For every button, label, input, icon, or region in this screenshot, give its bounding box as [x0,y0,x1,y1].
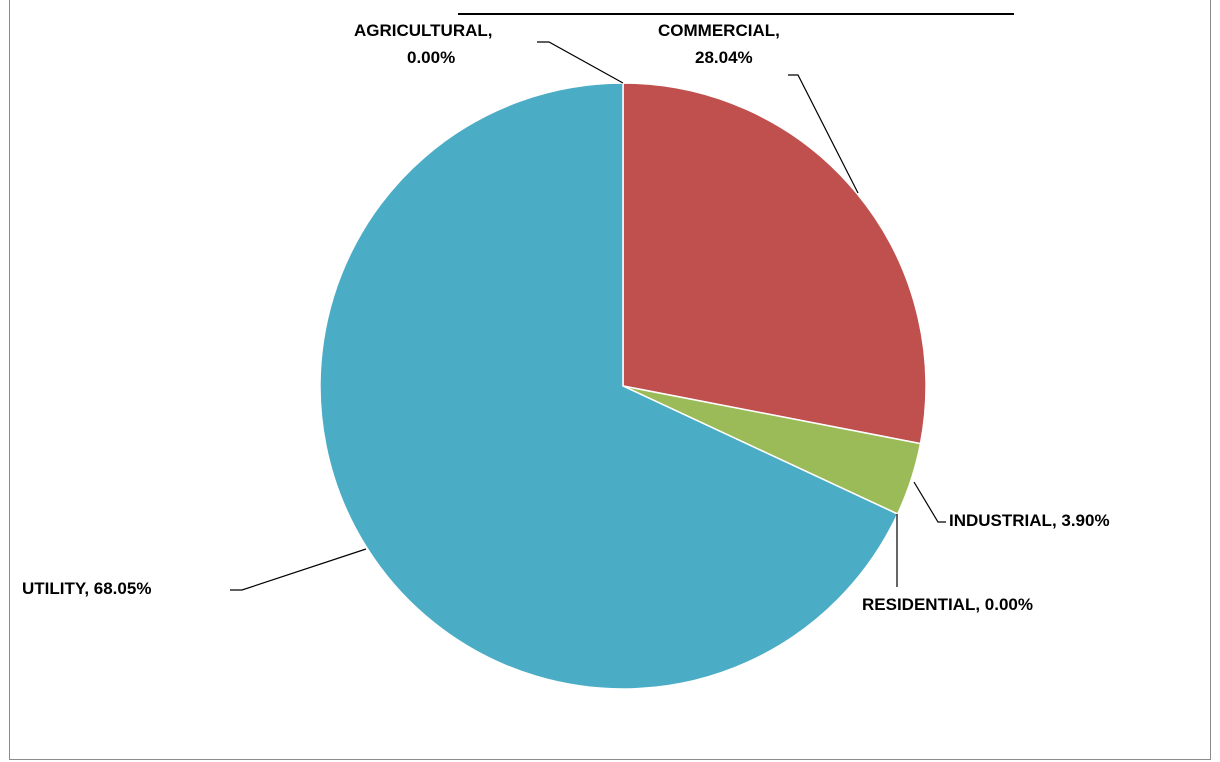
slice-labels: COMMERCIAL, 28.04% INDUSTRIAL, 3.90% RESIDE… [22,21,1110,614]
leader-line-agricultural [537,41,624,84]
slice-label-residential: RESIDENTIAL, 0.00% [862,595,1033,614]
slice-label-agricultural: AGRICULTURAL, [354,21,493,40]
pie-slices [319,82,927,690]
leader-line-commercial [788,74,859,194]
slice-label-agricultural-value: 0.00% [407,48,455,67]
slice-label-commercial-value: 28.04% [695,48,753,67]
pie-slice-commercial [622,82,927,445]
leader-line-utility [230,548,367,591]
leader-lines [230,41,946,591]
title-underline [458,13,1014,15]
leader-line-industrial [913,481,946,523]
pie-slice-utility [319,82,899,690]
slice-label-utility: UTILITY, 68.05% [22,579,151,598]
slice-label-commercial: COMMERCIAL, [658,21,780,40]
slice-label-industrial: INDUSTRIAL, 3.90% [949,511,1110,530]
